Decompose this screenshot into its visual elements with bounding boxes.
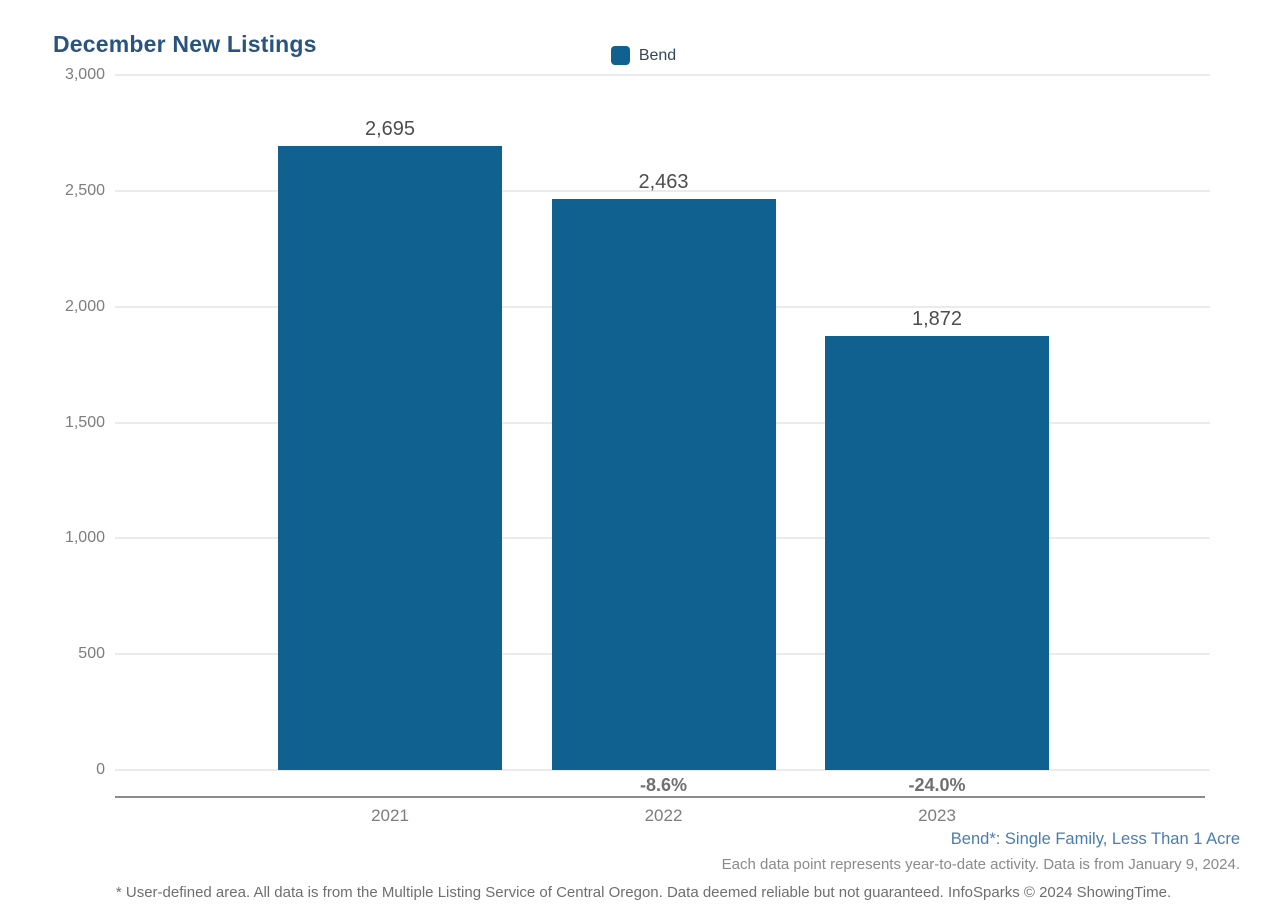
y-axis-tick-label: 2,000: [64, 297, 105, 315]
bar-value-label: 2,463: [638, 171, 689, 194]
bar-pct-change-label: -8.6%: [639, 775, 688, 795]
bar-2023[interactable]: [825, 336, 1049, 770]
bar-pct-change-label: -24.0%: [908, 775, 966, 795]
x-axis-tick-label: 2021: [371, 806, 409, 825]
y-axis-tick-label: 1,000: [64, 529, 105, 547]
y-axis-tick-label: 3,000: [64, 66, 105, 83]
gridline: [115, 74, 1210, 76]
bar-2022[interactable]: [551, 199, 776, 770]
footnote-data-note: Each data point represents year-to-date …: [721, 856, 1240, 873]
bar-value-label: 1,872: [911, 308, 963, 331]
y-axis-tick-label: 0: [96, 761, 105, 778]
legend: Bend: [0, 46, 1287, 65]
x-axis-line: [115, 796, 1205, 798]
footnote-disclaimer: * User-defined area. All data is from th…: [115, 884, 1172, 901]
x-axis-tick-label: 2023: [918, 806, 956, 825]
y-axis-tick-label: 2,500: [64, 181, 105, 199]
legend-item-bend[interactable]: Bend: [638, 46, 677, 64]
legend-swatch-icon: [610, 46, 630, 65]
chart-title: December New Listings: [53, 31, 317, 58]
y-axis-tick-label: 1,500: [64, 413, 105, 431]
x-axis-tick-label: 2022: [644, 806, 683, 825]
bar-2021[interactable]: [278, 145, 502, 770]
gridline: [115, 189, 1210, 192]
footnote-series-definition[interactable]: Bend*: Single Family, Less Than 1 Acre: [950, 830, 1240, 848]
y-axis-tick-label: 500: [78, 645, 105, 663]
bar-value-label: 2,695: [364, 117, 416, 140]
gridline: [115, 769, 1210, 771]
